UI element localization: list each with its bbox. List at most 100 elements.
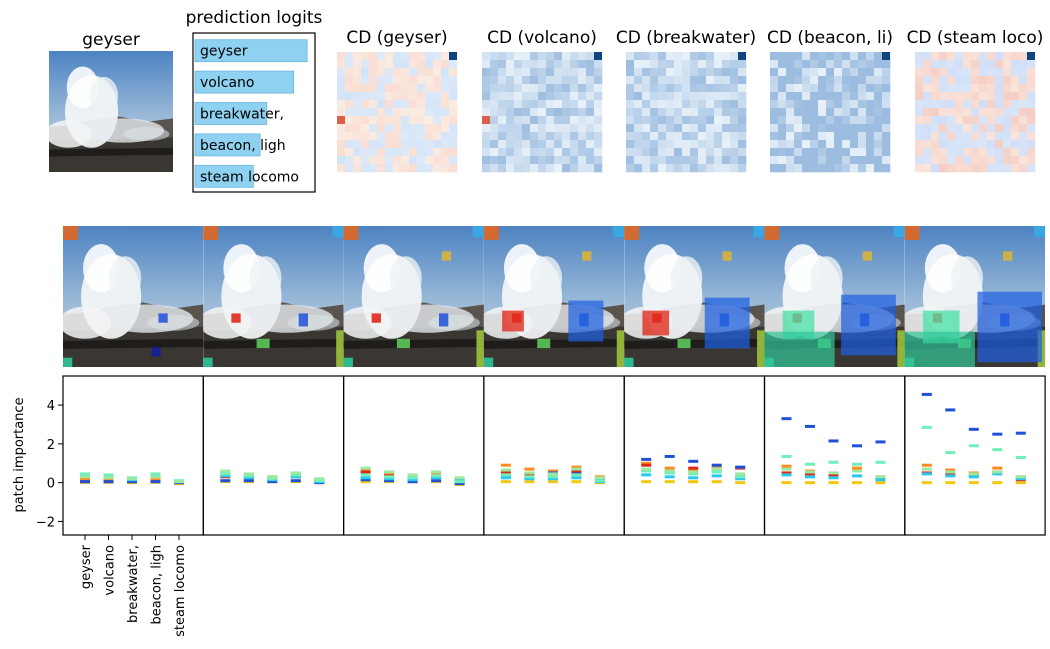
cd-cell — [433, 76, 442, 85]
cd-cell — [842, 132, 851, 141]
cd-cell — [425, 148, 434, 157]
cd-cell — [353, 132, 362, 141]
cd-map-title: CD (volcano) — [487, 28, 597, 48]
cd-cell — [626, 68, 635, 77]
cd-cell — [915, 164, 924, 173]
cd-cell — [490, 124, 499, 133]
cd-cell — [522, 164, 531, 173]
cd-cell — [858, 60, 867, 69]
cd-cell — [682, 60, 691, 69]
cd-cell — [979, 140, 988, 149]
cd-cell — [490, 60, 499, 69]
cd-cell — [514, 116, 523, 125]
cd-cell — [385, 84, 394, 93]
cd-cell — [570, 68, 579, 77]
cd-cell — [947, 60, 956, 69]
cd-cell — [995, 92, 1004, 101]
cd-cell — [441, 92, 450, 101]
cd-cell — [514, 148, 523, 157]
cd-cell — [650, 132, 659, 141]
cd-cell — [923, 140, 932, 149]
cd-cell — [361, 84, 370, 93]
cd-cell — [866, 140, 875, 149]
cd-cell — [738, 140, 747, 149]
cd-cell — [931, 164, 940, 173]
cd-cell — [441, 148, 450, 157]
cd-cell — [369, 148, 378, 157]
cd-cell — [634, 52, 643, 61]
cd-cell — [385, 60, 394, 69]
segmentation-tile — [764, 226, 905, 367]
cd-cell — [369, 124, 378, 133]
cd-cell — [778, 164, 787, 173]
cd-cell — [530, 116, 539, 125]
cd-cell — [586, 60, 595, 69]
cd-cell — [482, 164, 491, 173]
cd-cell — [915, 156, 924, 165]
cd-cell — [802, 92, 811, 101]
cd-cell — [337, 76, 346, 85]
cd-cell — [947, 68, 956, 77]
cd-cell — [858, 124, 867, 133]
cd-cell — [706, 140, 715, 149]
cd-cell — [337, 100, 346, 109]
cd-cell — [714, 100, 723, 109]
cd-cell — [995, 116, 1004, 125]
cd-cell — [770, 60, 779, 69]
cd-cell — [401, 60, 410, 69]
cd-cell — [498, 100, 507, 109]
cd-cell — [826, 140, 835, 149]
cd-cell — [482, 60, 491, 69]
cd-cell — [802, 68, 811, 77]
cd-cell — [987, 68, 996, 77]
cd-cell — [385, 52, 394, 61]
cd-cell — [506, 156, 515, 165]
cd-cell — [538, 140, 547, 149]
cd-cell — [931, 116, 940, 125]
cd-cell — [441, 164, 450, 173]
cd-cell — [642, 76, 651, 85]
cd-cell — [674, 116, 683, 125]
cd-cell — [931, 76, 940, 85]
cd-cell — [546, 52, 555, 61]
cd-cell — [866, 68, 875, 77]
cd-cell — [882, 76, 891, 85]
cd-cell — [682, 140, 691, 149]
cd-cell — [490, 164, 499, 173]
cd-map-title: CD (geyser) — [346, 28, 447, 48]
cd-cell — [401, 132, 410, 141]
cd-cell — [1027, 156, 1036, 165]
cd-cell — [722, 148, 731, 157]
cd-cell — [658, 108, 667, 117]
cd-cell — [393, 132, 402, 141]
logit-bar — [194, 102, 268, 125]
cd-cell — [955, 156, 964, 165]
segment-patch — [977, 291, 1043, 363]
cd-cell — [722, 164, 731, 173]
cd-cell — [522, 156, 531, 165]
cd-cell — [690, 84, 699, 93]
cd-cell — [650, 84, 659, 93]
cd-cell — [810, 132, 819, 141]
cd-cell — [1019, 156, 1028, 165]
cd-cell — [955, 140, 964, 149]
cd-cell — [738, 68, 747, 77]
cd-cell — [786, 108, 795, 117]
cd-cell — [674, 60, 683, 69]
cd-cell — [714, 52, 723, 61]
cd-cell — [770, 68, 779, 77]
cd-cell — [570, 108, 579, 117]
cd-cell — [1019, 52, 1028, 61]
segment-patch — [298, 313, 309, 327]
cd-cell — [506, 76, 515, 85]
y-tick-label: 0 — [47, 477, 55, 492]
cd-cell — [955, 100, 964, 109]
cd-cell — [778, 156, 787, 165]
cd-cell — [939, 124, 948, 133]
cd-cell — [337, 156, 346, 165]
cd-cell — [931, 148, 940, 157]
cd-cell — [674, 164, 683, 173]
cd-cell — [337, 84, 346, 93]
cd-cell — [802, 76, 811, 85]
